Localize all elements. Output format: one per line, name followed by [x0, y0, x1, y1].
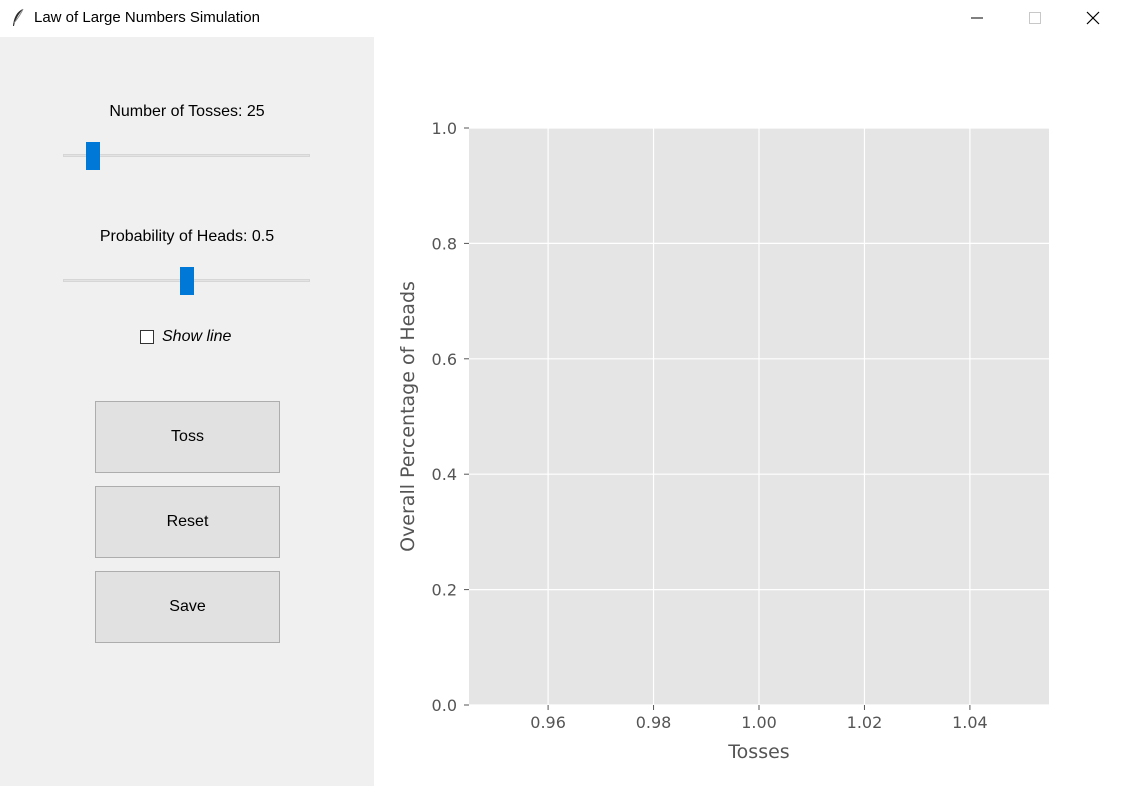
- minimize-button[interactable]: [948, 0, 1006, 36]
- chart-svg: 0.96 0.98 1.00 1.02 1.04 0.0 0.2 0.4 0.6 0.8 1.0 To…: [397, 119, 1049, 763]
- y-tick-label: 0.2: [432, 581, 457, 600]
- y-tick-label: 1.0: [432, 119, 457, 138]
- window-title: Law of Large Numbers Simulation: [34, 9, 260, 26]
- y-axis-label: Overall Percentage of Heads: [397, 281, 419, 552]
- show-line-label[interactable]: Show line: [162, 328, 232, 345]
- tosses-slider-thumb[interactable]: [86, 142, 101, 170]
- y-tick-label: 0.4: [432, 465, 457, 484]
- minimize-icon: [971, 17, 983, 19]
- x-tick-label: 0.98: [636, 713, 672, 732]
- tosses-slider[interactable]: [63, 142, 310, 170]
- y-tick-label: 0.6: [432, 350, 457, 369]
- x-axis-label: Tosses: [727, 741, 789, 763]
- tosses-label: Number of Tosses: 25: [109, 103, 265, 120]
- toss-button[interactable]: Toss: [95, 401, 280, 473]
- maximize-icon: [1029, 12, 1041, 24]
- title-bar: Law of Large Numbers Simulation: [0, 0, 1124, 36]
- y-tick-label: 0.8: [432, 234, 457, 253]
- maximize-button[interactable]: [1006, 0, 1064, 36]
- x-tick-label: 1.00: [741, 713, 777, 732]
- close-button[interactable]: [1064, 0, 1122, 36]
- probability-slider[interactable]: [63, 267, 310, 295]
- x-tick-label: 0.96: [530, 713, 566, 732]
- show-line-checkbox-box[interactable]: [140, 330, 154, 344]
- probability-label: Probability of Heads: 0.5: [99, 228, 275, 245]
- x-tick-label: 1.04: [952, 713, 988, 732]
- control-panel: Number of Tosses: 25 Probability of Head…: [0, 37, 374, 786]
- tosses-slider-track[interactable]: [63, 154, 310, 157]
- save-button[interactable]: Save: [95, 571, 280, 643]
- y-tick-label: 0.0: [432, 696, 457, 715]
- close-icon: [1086, 11, 1100, 25]
- show-line-checkbox[interactable]: Show line: [140, 327, 231, 347]
- feather-icon: [13, 8, 24, 26]
- reset-button[interactable]: Reset: [95, 486, 280, 558]
- x-tick-label: 1.02: [847, 713, 883, 732]
- probability-slider-thumb[interactable]: [179, 267, 194, 295]
- chart-area: 0.96 0.98 1.00 1.02 1.04 0.0 0.2 0.4 0.6 0.8 1.0 To…: [374, 37, 1124, 786]
